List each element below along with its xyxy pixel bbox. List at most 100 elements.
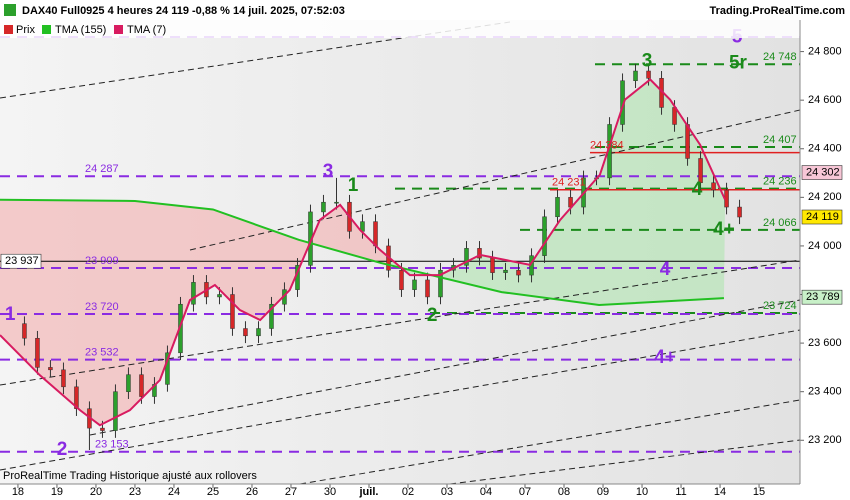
legend-entry: Prix <box>16 24 35 36</box>
candle-body <box>191 282 196 305</box>
wave-label: 2 <box>57 439 68 460</box>
candle-body <box>61 369 66 388</box>
logo <box>4 4 16 16</box>
candle-body <box>490 257 495 273</box>
candle-body <box>555 197 560 218</box>
price-marker-label: 24 302 <box>806 166 840 178</box>
trend-line <box>0 21 511 99</box>
level-label: 23 724 <box>763 300 797 312</box>
candle-body <box>542 216 547 256</box>
candle-body <box>269 303 274 329</box>
candle-body <box>516 269 521 276</box>
x-tick-label: 25 <box>207 486 219 498</box>
trend-line <box>0 329 800 471</box>
level-label: 24 407 <box>763 134 797 146</box>
x-tick-label: 08 <box>558 486 570 498</box>
wave-label: 5r <box>729 53 748 74</box>
candle-body <box>230 294 235 329</box>
x-tick-label: 14 <box>714 486 726 498</box>
x-tick-label: 19 <box>51 486 63 498</box>
x-tick-label: 07 <box>519 486 531 498</box>
candle-body <box>425 279 430 298</box>
y-tick-label: 24 800 <box>808 45 842 57</box>
wave-label: 4+ <box>713 219 735 240</box>
candle-body <box>256 328 261 337</box>
x-tick-label: 11 <box>675 486 686 498</box>
y-tick-label: 23 400 <box>808 386 842 398</box>
level-label: 24 384 <box>590 140 624 152</box>
candle-body <box>477 248 482 259</box>
chart-title: DAX40 Full0925 4 heures 24 119 -0,88 % 1… <box>22 5 345 17</box>
x-tick-label: 04 <box>480 486 492 498</box>
price-marker <box>0 253 42 269</box>
x-tick-label: 18 <box>12 486 24 498</box>
header-bar <box>0 0 850 20</box>
candle-body <box>438 269 443 298</box>
wave-label: 4+ <box>654 347 676 368</box>
trend-line <box>449 439 800 484</box>
candle-body <box>100 427 105 431</box>
price-marker <box>801 289 843 305</box>
legend-swatch <box>4 25 13 34</box>
price-marker <box>801 209 843 225</box>
legend-swatch <box>114 25 123 34</box>
level-label: 24 231 <box>552 177 586 189</box>
x-tick-label: 24 <box>168 486 180 498</box>
wave-label: 1 <box>348 175 359 196</box>
candle-body <box>698 158 703 184</box>
level-label: 24 287 <box>85 163 119 175</box>
price-marker-label: 24 119 <box>806 211 839 223</box>
price-marker <box>801 165 843 180</box>
candle-body <box>217 294 222 298</box>
x-tick-label: 10 <box>636 486 648 498</box>
x-tick-label: 30 <box>324 486 336 498</box>
level-label: 23 153 <box>95 439 129 451</box>
price-marker-label: 23 937 <box>5 255 39 267</box>
trend-line <box>89 299 800 436</box>
ma-area <box>388 79 726 305</box>
trend-lines <box>0 21 800 484</box>
y-tick-label: 24 400 <box>808 143 842 155</box>
level-label: 24 066 <box>763 217 797 229</box>
trend-line <box>0 259 800 386</box>
y-tick-label: 23 200 <box>808 434 842 446</box>
x-tick-label: 23 <box>129 486 141 498</box>
y-tick-label: 24 600 <box>808 94 842 106</box>
candle-body <box>165 352 170 385</box>
trend-line <box>189 109 800 251</box>
candle-body <box>373 221 378 247</box>
candle-body <box>334 201 339 204</box>
x-tick-label: juil. <box>359 486 379 498</box>
trend-line <box>299 399 800 484</box>
level-label: 23 720 <box>85 301 119 313</box>
candle-body <box>139 374 144 397</box>
legend-entry: TMA (155) <box>55 24 106 36</box>
candle-body <box>464 248 469 266</box>
x-tick-label: 26 <box>246 486 258 498</box>
wave-label: 4 <box>660 259 671 280</box>
wave-label: 4 <box>692 179 703 200</box>
candle-body <box>48 367 53 371</box>
footer: ProRealTime Trading Historique ajusté au… <box>3 470 257 482</box>
candle-body <box>646 70 651 79</box>
wave-label: 1 <box>5 304 16 325</box>
x-tick-label: 20 <box>90 486 102 498</box>
candle-body <box>412 279 417 290</box>
candle-body <box>35 337 40 368</box>
source: Trading.ProRealTime.com <box>709 5 845 17</box>
y-tick-label: 24 200 <box>808 191 842 203</box>
ma-line <box>0 78 727 427</box>
y-tick-label: 23 600 <box>808 337 842 349</box>
x-tick-label: 02 <box>402 486 414 498</box>
x-tick-label: 03 <box>441 486 453 498</box>
ma-line <box>0 198 724 306</box>
candle-body <box>126 374 131 392</box>
x-tick-label: 27 <box>285 486 297 498</box>
level-label: 23 532 <box>85 347 119 359</box>
legend-bar <box>0 20 800 38</box>
candle-body <box>711 182 716 191</box>
wave-label: 3 <box>323 161 334 182</box>
candle-body <box>243 328 248 337</box>
legend-entry: TMA (7) <box>127 24 166 36</box>
